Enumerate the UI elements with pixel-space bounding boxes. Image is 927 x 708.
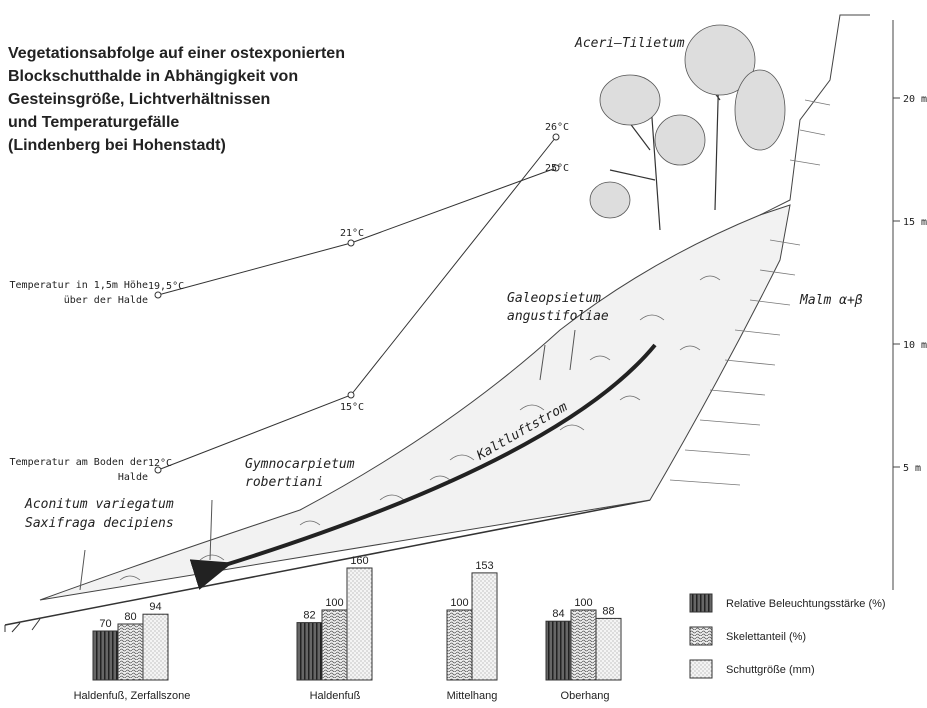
bar-value: 100 — [325, 597, 343, 609]
plant-label: Saxifraga decipiens — [25, 516, 174, 531]
temperature-lines: Temperatur in 1,5m Höhe über der Halde19,… — [10, 122, 570, 483]
group-label: Haldenfuß, Zerfallszone — [74, 690, 191, 702]
bar-value: 94 — [149, 601, 161, 613]
bar — [570, 609, 597, 681]
bar — [471, 572, 498, 681]
title-line: Blockschutthalde in Abhängigkeit von — [8, 68, 298, 85]
scale-label: 5 m — [903, 463, 921, 474]
legend-label: Skelettanteil (%) — [726, 631, 806, 643]
bar — [142, 613, 169, 681]
plant-label: Galeopsietum — [507, 291, 601, 306]
series-label: Temperatur in 1,5m Höhe — [10, 280, 148, 291]
bar — [446, 609, 473, 681]
temperature-point — [347, 239, 355, 247]
scale-label: 15 m — [903, 217, 927, 228]
bar-value: 82 — [303, 610, 315, 622]
bar-value: 84 — [552, 608, 564, 620]
legend-swatch — [689, 593, 713, 613]
bar — [296, 622, 323, 681]
title-line: Gesteinsgröße, Lichtverhältnissen — [8, 91, 270, 108]
legend-label: Schuttgröße (mm) — [726, 664, 815, 676]
bar-value: 70 — [99, 618, 111, 630]
legend-label: Relative Beleuchtungsstärke (%) — [726, 598, 886, 610]
group-label: Haldenfuß — [310, 690, 361, 702]
scale-label: 10 m — [903, 340, 927, 351]
bar — [92, 630, 119, 681]
temperature-point — [347, 391, 355, 399]
temperature-label: 15°C — [340, 402, 364, 413]
bar-value: 160 — [350, 555, 368, 567]
temperature-label: 12°C — [148, 458, 172, 469]
plant-label: angustifoliae — [507, 309, 609, 324]
group-label: Mittelhang — [447, 690, 498, 702]
bar-value: 153 — [475, 560, 493, 572]
temperature-label: 25°C — [545, 163, 569, 174]
legend-swatch — [689, 659, 713, 679]
bar-value: 88 — [602, 605, 614, 617]
scale-label: 20 m — [903, 94, 927, 105]
group-label: Oberhang — [561, 690, 610, 702]
bar-value: 100 — [574, 597, 592, 609]
bar-value: 80 — [124, 611, 136, 623]
temperature-label: 19,5°C — [148, 281, 184, 292]
height-scale: 5 m 10 m 15 m 20 m — [892, 20, 927, 590]
series-label: Temperatur am Boden der — [10, 457, 148, 468]
plant-label: Aconitum variegatum — [24, 497, 174, 512]
plant-label: Gymnocarpietum — [245, 457, 355, 472]
temperature-point — [154, 291, 162, 299]
title-line: und Temperaturgefälle — [8, 114, 179, 131]
temperature-point — [552, 164, 560, 172]
bar — [117, 623, 144, 681]
title-line: (Lindenberg bei Hohenstadt) — [8, 137, 226, 154]
series-label: über der Halde — [64, 295, 148, 306]
temperature-point — [154, 466, 162, 474]
landscape — [4, 14, 870, 633]
bar — [346, 567, 373, 681]
plant-label: robertiani — [245, 475, 323, 490]
title-line: Vegetationsabfolge auf einer ostexponier… — [8, 45, 345, 62]
legend-swatch — [689, 626, 713, 646]
temperature-label: 26°C — [545, 122, 569, 133]
title: Vegetationsabfolge auf einer ostexponier… — [8, 45, 345, 154]
bar — [545, 620, 572, 681]
temperature-label: 21°C — [340, 228, 364, 239]
plant-label: Aceri–Tilietum — [574, 36, 685, 51]
bar — [595, 617, 622, 681]
temperature-point — [552, 133, 560, 141]
bar-chart: 70 80 94 Haldenfuß, Zerfallszone 82 100 160 Hal… — [74, 555, 886, 702]
bar — [321, 609, 348, 681]
rock-label: Malm α+β — [799, 293, 863, 308]
bar-value: 100 — [450, 597, 468, 609]
series-label: Halde — [118, 472, 148, 483]
